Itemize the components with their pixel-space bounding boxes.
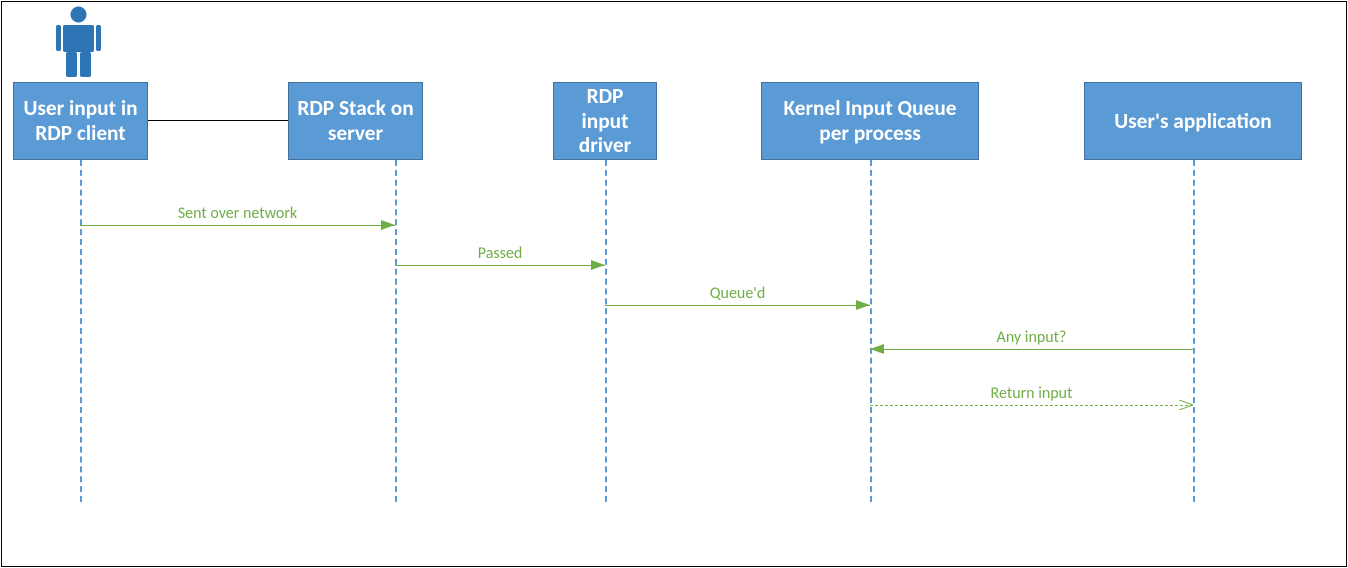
arrowhead-icon xyxy=(1179,400,1193,410)
participant-kernel-queue: Kernel Input Queue per process xyxy=(761,82,979,160)
message-passed: Passed xyxy=(395,265,605,266)
participant-label: User input in RDP client xyxy=(22,96,139,145)
message-label: Return input xyxy=(991,384,1073,405)
message-return-input: Return input xyxy=(870,405,1193,406)
arrowhead-icon xyxy=(381,220,395,230)
participant-label: User's application xyxy=(1114,109,1271,134)
message-label: Sent over network xyxy=(178,204,297,225)
message-any-input: Any input? xyxy=(870,349,1193,350)
participant-connector xyxy=(148,120,288,121)
lifeline-kernel-queue xyxy=(870,160,872,502)
participant-rdp-stack: RDP Stack on server xyxy=(288,82,423,160)
participant-label: Kernel Input Queue per process xyxy=(770,96,970,145)
message-sent-over-network: Sent over network xyxy=(80,225,395,226)
lifeline-user xyxy=(80,160,82,502)
lifeline-rdp-driver xyxy=(605,160,607,502)
participant-user: User input in RDP client xyxy=(13,82,148,160)
message-label: Any input? xyxy=(997,328,1067,349)
participant-label: RDP input driver xyxy=(562,84,648,158)
actor-icon xyxy=(56,6,101,83)
message-label: Queue'd xyxy=(710,284,765,305)
message-line xyxy=(395,265,605,266)
lifeline-rdp-stack xyxy=(395,160,397,502)
arrowhead-icon xyxy=(870,344,884,354)
participant-label: RDP Stack on server xyxy=(297,96,414,145)
message-queued: Queue'd xyxy=(605,305,870,306)
message-line xyxy=(605,305,870,306)
arrowhead-icon xyxy=(856,300,870,310)
participant-rdp-driver: RDP input driver xyxy=(553,82,657,160)
sequence-diagram-canvas: User input in RDP client RDP Stack on se… xyxy=(0,0,1348,568)
participant-user-app: User's application xyxy=(1084,82,1302,160)
message-line xyxy=(870,405,1193,406)
lifeline-user-app xyxy=(1193,160,1195,502)
message-line xyxy=(870,349,1193,350)
arrowhead-icon xyxy=(591,260,605,270)
message-line xyxy=(80,225,395,226)
message-label: Passed xyxy=(478,244,522,265)
